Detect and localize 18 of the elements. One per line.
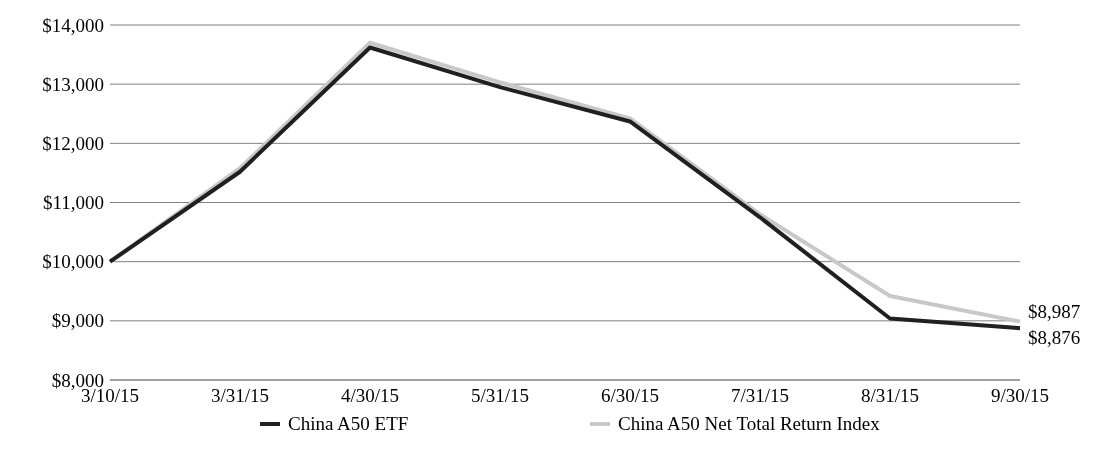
data-label: $8,987 [1028, 300, 1081, 322]
x-tick-label: 5/31/15 [470, 385, 530, 406]
x-tick-label: 4/30/15 [340, 385, 400, 406]
x-tick-label: 6/30/15 [600, 385, 660, 406]
y-tick-label: $11,000 [42, 192, 104, 214]
y-tick-label: $14,000 [42, 14, 104, 36]
y-tick-label: $8,000 [51, 369, 104, 391]
y-tick-label: $13,000 [42, 73, 104, 95]
x-tick-label: 3/31/15 [210, 385, 270, 406]
x-tick-label: 8/31/15 [860, 385, 920, 406]
legend-label: China A50 ETF [288, 413, 409, 434]
x-tick-label: 9/30/15 [990, 385, 1050, 406]
data-label: $8,876 [1028, 327, 1081, 349]
legend-label: China A50 Net Total Return Index [618, 413, 881, 434]
y-tick-label: $12,000 [42, 132, 104, 154]
x-tick-label: 7/31/15 [730, 385, 790, 406]
y-tick-label: $9,000 [51, 310, 104, 332]
y-tick-label: $10,000 [42, 251, 104, 273]
